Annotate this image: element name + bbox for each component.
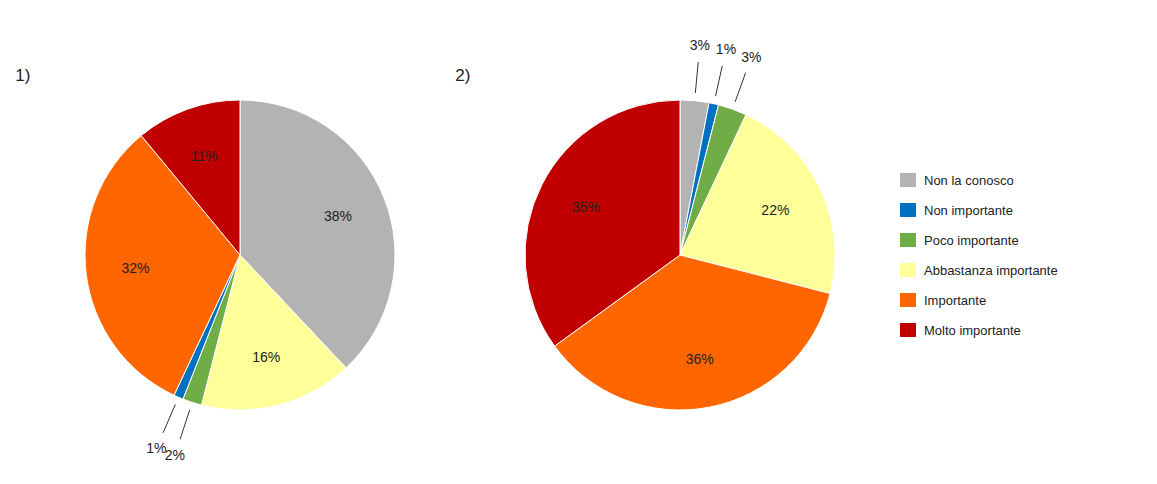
pie: Non la conoscoAbbastanza importantePoco … — [85, 100, 395, 410]
legend-label: Importante — [924, 293, 986, 308]
legend-swatch — [900, 293, 916, 307]
pie-labels: 3% 1% 3% 22% 36% 35% — [572, 37, 789, 366]
data-label: 2% — [165, 447, 185, 463]
pie-slice: Molto importante — [525, 100, 680, 346]
legend-swatch — [900, 263, 916, 277]
data-label: 11% — [191, 148, 218, 164]
chart-label: 2) — [455, 66, 470, 85]
data-label: 36% — [686, 351, 714, 367]
leader-line — [735, 73, 746, 102]
pie-slice: Molto importante — [141, 100, 240, 255]
leader-line — [163, 404, 175, 432]
legend-swatch — [900, 233, 916, 247]
data-label: 1% — [146, 440, 166, 456]
data-label: 3% — [741, 49, 761, 65]
legend-swatch — [900, 173, 916, 187]
pie: Non la conoscoNon importantePoco importa… — [525, 100, 835, 410]
chart-canvas: Non la conosco Abbastanza importante Poco … — [0, 0, 1157, 484]
data-label: 1% — [716, 41, 736, 57]
leader-line — [180, 410, 190, 439]
legend-label: Abbastanza importante — [924, 263, 1058, 278]
legend-label: Poco importante — [924, 233, 1019, 248]
leader-line — [716, 66, 723, 96]
legend-swatch — [900, 323, 916, 337]
legend-swatch — [900, 203, 916, 217]
data-label: 38% — [324, 208, 352, 224]
data-label: 3% — [690, 37, 710, 53]
data-label: 32% — [121, 260, 149, 276]
legend-label: Non importante — [924, 203, 1013, 218]
pie-labels: 38% 16% 2%1% 32% 11% — [121, 148, 352, 464]
data-label: 16% — [252, 349, 280, 365]
legend-label: Non la conosco — [924, 173, 1014, 188]
data-label: 35% — [572, 199, 600, 215]
data-label: 22% — [761, 202, 789, 218]
leader-line — [695, 62, 698, 93]
legend-label: Molto importante — [924, 323, 1021, 338]
legend: Non la conosco Non importante Poco importa… — [900, 173, 1058, 338]
chart-label: 1) — [15, 66, 30, 85]
